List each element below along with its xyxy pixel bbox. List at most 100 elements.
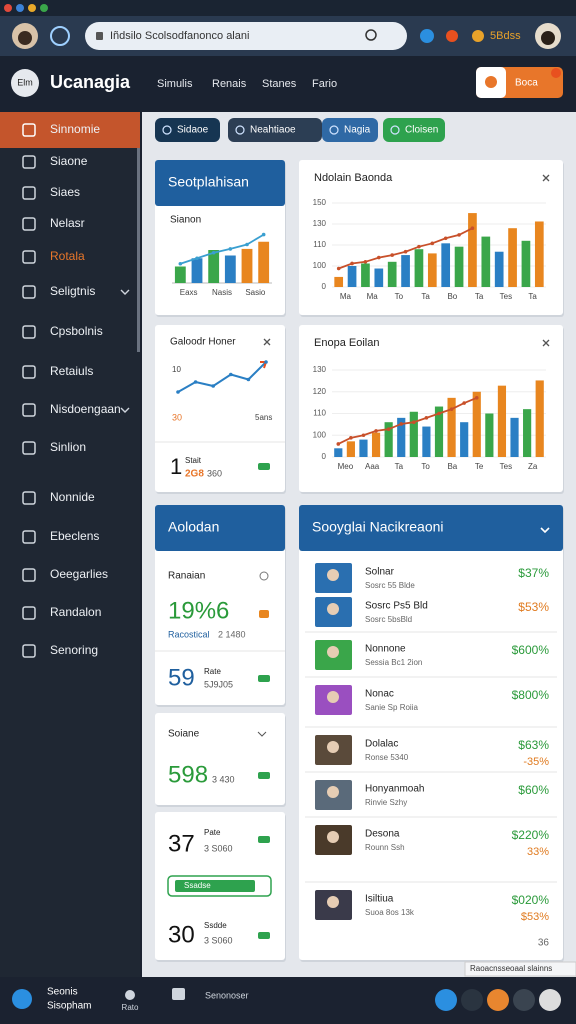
bar — [497, 385, 507, 457]
nav-link[interactable]: Fario — [312, 78, 337, 90]
chevron[interactable] — [257, 731, 267, 737]
trend-point — [462, 401, 466, 405]
avatar-face — [327, 691, 339, 703]
sidebar-item[interactable]: Senoring — [50, 643, 98, 657]
pill-label: Nagia — [344, 125, 371, 136]
ext-icon[interactable] — [446, 30, 458, 42]
avatar-face — [327, 646, 339, 658]
taskbar-icon[interactable] — [172, 988, 185, 1000]
tray-icon[interactable] — [487, 989, 509, 1011]
sidebar-item[interactable]: Sinnomie — [50, 122, 100, 136]
tab-icon — [40, 4, 48, 12]
trend-point — [470, 226, 475, 230]
sidebar-item[interactable]: Nonnide — [50, 490, 95, 504]
tray-icon[interactable] — [461, 989, 483, 1011]
sidebar-item[interactable]: Siaes — [50, 185, 80, 199]
header-button-label: Boca — [515, 78, 538, 89]
big-value: 59 — [168, 664, 195, 691]
trend-point — [246, 377, 251, 382]
sidebar-item[interactable]: Ebeclens — [50, 529, 99, 543]
sub-label: 3 S060 — [204, 935, 233, 945]
avatar-face — [327, 831, 339, 843]
trend-point — [363, 260, 368, 264]
sidebar-icon — [22, 217, 36, 231]
nav-link[interactable]: Simulis — [157, 78, 193, 90]
chevron — [120, 407, 130, 413]
icon — [259, 571, 269, 581]
ext-icon[interactable] — [472, 30, 484, 42]
row-name: Nonnone — [365, 644, 406, 655]
sidebar-item[interactable]: Nisdoengaan — [50, 402, 121, 416]
trend-line — [337, 397, 478, 445]
trend-line — [180, 233, 265, 265]
sidebar-icon — [22, 568, 36, 582]
row-name: Desona — [365, 829, 400, 840]
taskbar-label: Sisopham — [47, 1001, 91, 1012]
close-icon[interactable] — [542, 339, 550, 347]
chevron[interactable] — [540, 527, 550, 534]
sidebar-item[interactable]: Nelasr — [50, 216, 85, 230]
start-icon[interactable] — [12, 989, 32, 1009]
sidebar-item[interactable]: Randalon — [50, 605, 101, 619]
close-icon[interactable] — [542, 174, 550, 182]
big-value: 598 — [168, 761, 208, 788]
trend-point — [336, 442, 341, 446]
sidebar-item[interactable]: Rotala — [50, 249, 85, 263]
x-label: Sasio — [245, 288, 266, 297]
card-title: Enopa Eoilan — [314, 337, 379, 349]
card-subtitle: Sianon — [170, 215, 201, 226]
url-box[interactable] — [85, 22, 407, 50]
trend-point — [176, 390, 180, 394]
nav-link[interactable]: Renais — [212, 78, 247, 90]
bar — [241, 248, 253, 283]
axis-label: 5ans — [255, 413, 272, 422]
trend-point — [264, 360, 268, 364]
toolbar-pill[interactable] — [155, 118, 220, 142]
bar — [374, 268, 384, 287]
logo-text: Elm — [17, 77, 33, 87]
bar — [434, 406, 444, 457]
x-label: Za — [528, 462, 538, 471]
sidebar-item[interactable]: Cpsbolnis — [50, 324, 103, 338]
row-name: Sosrc Ps5 Bld — [365, 601, 428, 612]
tray-icon[interactable] — [539, 989, 561, 1011]
sub-label: 3 S060 — [204, 843, 233, 853]
bar — [334, 448, 343, 457]
bar — [494, 251, 504, 287]
card-title: Seotplahisan — [168, 174, 249, 190]
trend-point — [211, 250, 216, 255]
reload-icon[interactable] — [50, 26, 70, 46]
trend-point — [430, 241, 435, 246]
sidebar-item[interactable]: Oeegarlies — [50, 567, 108, 581]
sidebar-item[interactable]: Sinlion — [50, 440, 86, 454]
row-value: $60% — [518, 783, 549, 797]
ext-icon[interactable] — [420, 29, 434, 43]
trend-point — [336, 266, 341, 271]
sidebar-item[interactable]: Seligtnis — [50, 284, 95, 298]
toolbar-pill[interactable] — [322, 118, 378, 142]
button-label: Ssadse — [184, 881, 211, 890]
sidebar-icon — [22, 155, 36, 169]
bar — [447, 397, 456, 457]
close-icon[interactable] — [263, 338, 271, 346]
toolbar-pill[interactable] — [228, 118, 322, 142]
toolbar-pill[interactable] — [383, 118, 445, 142]
tray-icon[interactable] — [513, 989, 535, 1011]
taskbar-icon[interactable] — [125, 990, 135, 1000]
card — [155, 713, 285, 805]
row-sub: Suoa 8os 13k — [365, 908, 415, 917]
brand: Ucanagia — [50, 72, 131, 92]
row-value: $220% — [512, 828, 550, 842]
y-label: 100 — [313, 261, 327, 270]
bar — [174, 266, 186, 283]
tab-icon — [4, 4, 12, 12]
tray-icon[interactable] — [435, 989, 457, 1011]
axis-label: 30 — [172, 412, 182, 422]
avatar-face — [327, 569, 339, 581]
nav-link[interactable]: Stanes — [262, 78, 297, 90]
sidebar-item[interactable]: Siaone — [50, 154, 88, 168]
bar — [359, 439, 368, 457]
sidebar-item[interactable]: Retaiuls — [50, 364, 93, 378]
